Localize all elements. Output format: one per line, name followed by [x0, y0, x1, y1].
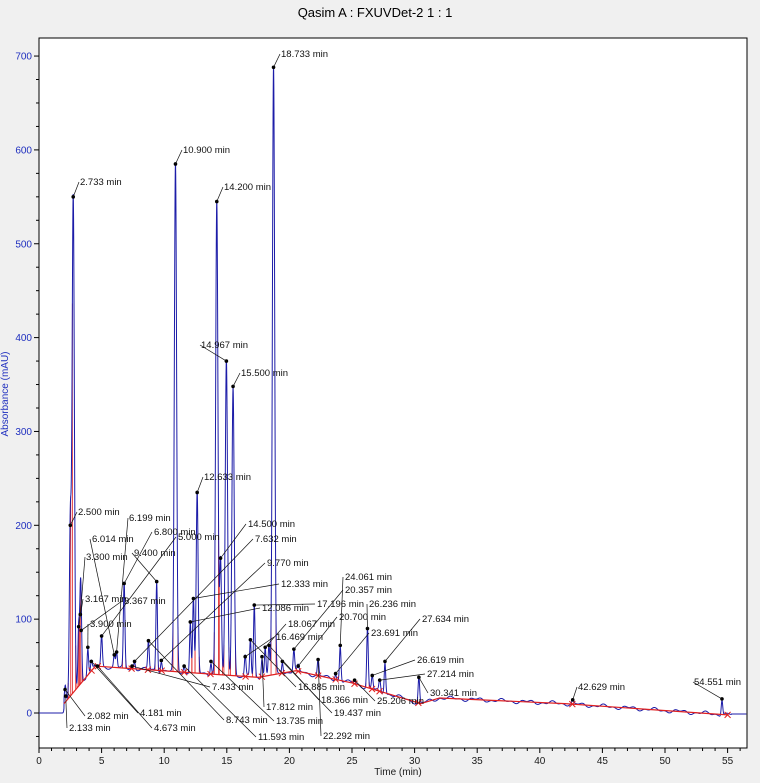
plot-area: [39, 38, 747, 748]
peak-label: 18.366 min: [321, 695, 368, 706]
x-tick-label: 30: [409, 756, 421, 767]
peak-label: 26.619 min: [417, 655, 464, 666]
peak-marker: [231, 385, 235, 389]
peak-label: 6.199 min: [129, 513, 171, 524]
y-axis: 0 100 200 300 400 500 600 700: [15, 52, 39, 737]
x-tick-label: 40: [534, 756, 546, 767]
peak-label: 18.733 min: [281, 49, 328, 60]
x-tick-label: 10: [159, 756, 171, 767]
y-tick-label: 600: [15, 145, 32, 156]
x-tick-label: 45: [597, 756, 609, 767]
y-tick-label: 500: [15, 239, 32, 250]
peak-label: 54.551 min: [694, 677, 741, 688]
peak-label: 10.900 min: [183, 145, 230, 156]
x-axis: 0 5 10 15 20 25 30 35 40 45 50 55: [36, 748, 740, 767]
peak-label: 2.082 min: [87, 711, 129, 722]
peak-label: 12.633 min: [204, 472, 251, 483]
peak-label: 22.292 min: [323, 731, 370, 742]
x-tick-label: 35: [472, 756, 484, 767]
peak-label: 2.733 min: [80, 177, 122, 188]
peak-label: 24.061 min: [345, 572, 392, 583]
x-tick-label: 55: [722, 756, 734, 767]
peak-label: 9.400 min: [134, 548, 176, 559]
peak-label: 27.634 min: [422, 614, 469, 625]
peak-label: 14.500 min: [248, 519, 295, 530]
peak-label: 26.236 min: [369, 599, 416, 610]
peak-label: 19.437 min: [334, 708, 381, 719]
peak-label: 42.629 min: [578, 682, 625, 693]
peak-label: 27.214 min: [427, 669, 474, 680]
peak-label: 4.673 min: [154, 723, 196, 734]
y-tick-label: 700: [15, 52, 32, 63]
y-axis-label: Absorbance (mAU): [0, 351, 11, 436]
peak-label: 3.900 min: [90, 619, 132, 630]
peak-label: 14.200 min: [224, 182, 271, 193]
x-tick-label: 0: [36, 756, 42, 767]
x-tick-label: 5: [99, 756, 105, 767]
peak-label: 14.967 min: [201, 340, 248, 351]
x-tick-label: 20: [284, 756, 296, 767]
x-tick-label: 50: [659, 756, 671, 767]
peak-label: 15.500 min: [241, 368, 288, 379]
x-tick-label: 15: [221, 756, 233, 767]
peak-label: 20.357 min: [345, 585, 392, 596]
x-axis-label: Time (min): [374, 767, 421, 778]
chart-title: Qasim A : FXUVDet-2 1 : 1: [298, 5, 453, 20]
peak-label: 2.133 min: [69, 723, 111, 734]
peak-label: 7.632 min: [255, 534, 297, 545]
peak-label: 6.800 min: [154, 527, 196, 538]
peak-label: 8.743 min: [226, 715, 268, 726]
peak-label: 9.770 min: [267, 558, 309, 569]
x-tick-label: 25: [346, 756, 358, 767]
peak-label: 4.181 min: [140, 708, 182, 719]
peak-label: 30.341 min: [430, 688, 477, 699]
peak-label: 13.735 min: [276, 716, 323, 727]
peak-label: 17.812 min: [266, 702, 313, 713]
peak-label: 20.700 min: [339, 612, 386, 623]
peak-label: 6.014 min: [92, 534, 134, 545]
peak-label: 16.885 min: [298, 682, 345, 693]
peak-label: 7.433 min: [212, 682, 254, 693]
peak-label: 12.333 min: [281, 579, 328, 590]
y-tick-label: 200: [15, 521, 32, 532]
peak-label: 16.469 min: [276, 632, 323, 643]
peak-label: 2.500 min: [78, 507, 120, 518]
peak-label: 17.196 min: [317, 599, 364, 610]
y-tick-label: 100: [15, 615, 32, 626]
peak-label: 11.593 min: [258, 732, 304, 743]
y-tick-label: 300: [15, 427, 32, 438]
y-tick-label: 0: [26, 709, 32, 720]
y-tick-label: 400: [15, 333, 32, 344]
peak-label: 25.206 min: [377, 696, 424, 707]
peak-label: 3.300 min: [86, 552, 128, 563]
